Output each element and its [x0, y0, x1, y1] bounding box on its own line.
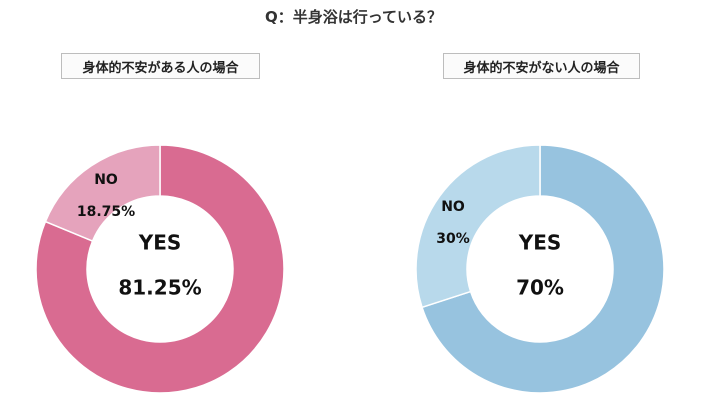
slice-value-label: 30%	[436, 231, 470, 247]
center-category-label: YES	[138, 231, 182, 255]
center-value-label: 70%	[516, 276, 564, 300]
donut-slice-no	[415, 144, 541, 309]
donut-chart-right: YES 70% NO 30%	[415, 144, 665, 394]
donut-slice-yes	[421, 144, 665, 394]
slice-category-label: NO	[94, 172, 118, 188]
chart-title-left: 身体的不安がある人の場合	[61, 53, 260, 79]
donut-slice-yes	[35, 144, 285, 394]
slice-category-label: NO	[441, 199, 465, 215]
chart-title-right: 身体的不安がない人の場合	[443, 53, 640, 79]
donut-chart-left: YES 81.25% NO 18.75%	[35, 144, 285, 394]
chart-panel-right: 身体的不安がない人の場合 YES 70% NO 30%	[380, 0, 707, 415]
donut-slice-no	[44, 144, 161, 243]
center-value-label: 81.25%	[118, 276, 201, 300]
chart-panel-left: 身体的不安がある人の場合 YES 81.25% NO 18.75%	[0, 0, 330, 415]
center-category-label: YES	[518, 231, 562, 255]
page-title: Q：半身浴は行っている？	[264, 8, 442, 26]
slice-value-label: 18.75%	[77, 204, 135, 220]
